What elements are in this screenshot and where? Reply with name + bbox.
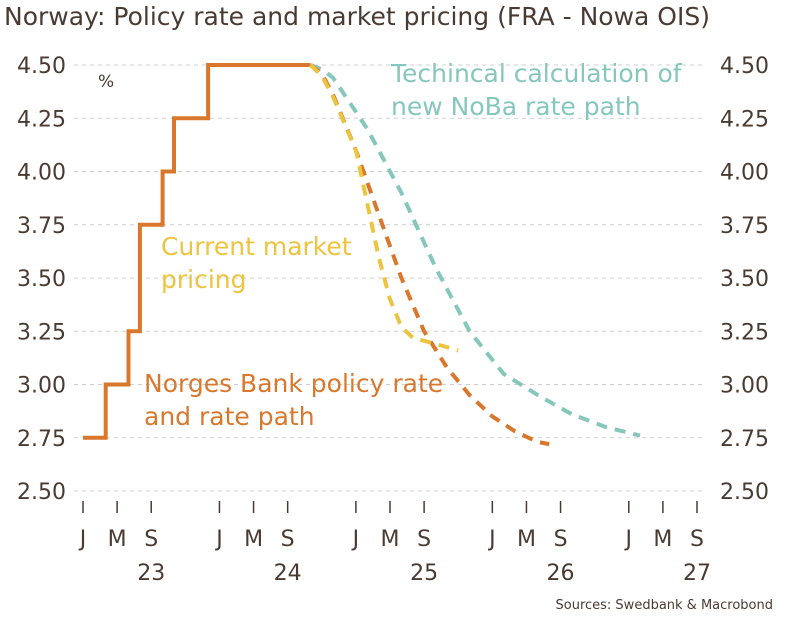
y-tick-label-left: 3.25 [17,320,66,345]
annotation-label: Current market pricing [161,232,352,294]
x-tick-label: J [624,527,633,552]
y-axis-right: 2.50 2.75 3.00 3.25 3.50 3.75 4.00 4.25 4.50 [720,54,769,505]
x-tick-label: M [653,527,672,552]
annotation-label: Norges Bank policy rate and rate path [144,369,443,431]
annotation-line: new NoBa rate path [391,92,641,121]
y-tick-label-left: 2.75 [17,427,66,452]
y-tick-label-left: 3.50 [17,267,66,292]
annotation-line: Norges Bank policy rate [144,369,443,398]
x-year-label: 24 [274,561,302,586]
x-tick-label: S [690,527,704,552]
series-lines [83,63,641,447]
y-tick-label-left: 4.50 [17,54,66,79]
x-tick-label: S [144,527,158,552]
y-tick-label-right: 2.50 [720,480,769,505]
x-tick-label: J [351,527,360,552]
x-tick-label: J [487,527,496,552]
annotation-line: Techincal calculation of [390,59,683,88]
y-tick-label-right: 3.50 [720,267,769,292]
y-tick-label-left: 3.75 [17,214,66,239]
series-line [309,63,641,438]
x-year-label: 25 [410,561,438,586]
y-tick-label-left: 3.00 [17,374,66,399]
source-note: Sources: Swedbank & Macrobond [555,598,774,613]
x-tick-label: S [281,527,295,552]
annotation-line: and rate path [144,402,315,431]
gridlines [74,64,704,492]
x-year-label: 27 [683,561,711,586]
series-line [309,63,550,447]
x-tick-label: S [554,527,568,552]
y-tick-label-right: 3.75 [720,214,769,239]
x-tick-label: S [417,527,431,552]
annotations: Techincal calculation of new NoBa rate pa… [144,59,683,431]
y-tick-label-right: 4.00 [720,161,769,186]
y-tick-label-right: 3.00 [720,374,769,399]
x-tick-label: J [78,527,87,552]
annotation-line: pricing [161,265,247,294]
x-tick-label: M [108,527,127,552]
x-tick-label: J [214,527,223,552]
y-tick-label-left: 4.25 [17,107,66,132]
y-tick-label-right: 4.50 [720,54,769,79]
y-tick-label-left: 2.50 [17,480,66,505]
y-tick-label-right: 3.25 [720,320,769,345]
x-tick-label: M [517,527,536,552]
y-axis-left: 2.50 2.75 3.00 3.25 3.50 3.75 4.00 4.25 4.50 [17,54,66,505]
x-tick-label: M [244,527,263,552]
x-year-label: 26 [547,561,575,586]
unit-label: % [98,72,114,92]
x-axis: J M S J M S J M S J M S J M S23 24 25 26 27 [78,501,711,586]
chart-title: Norway: Policy rate and market pricing (… [4,2,710,31]
y-tick-label-right: 4.25 [720,107,769,132]
y-tick-label-left: 4.00 [17,161,66,186]
annotation-label: Techincal calculation of new NoBa rate pa… [390,59,683,121]
x-tick-label: M [381,527,400,552]
x-year-label: 23 [137,561,165,586]
annotation-line: Current market [161,232,352,261]
y-tick-label-right: 2.75 [720,427,769,452]
series-line [83,63,311,440]
